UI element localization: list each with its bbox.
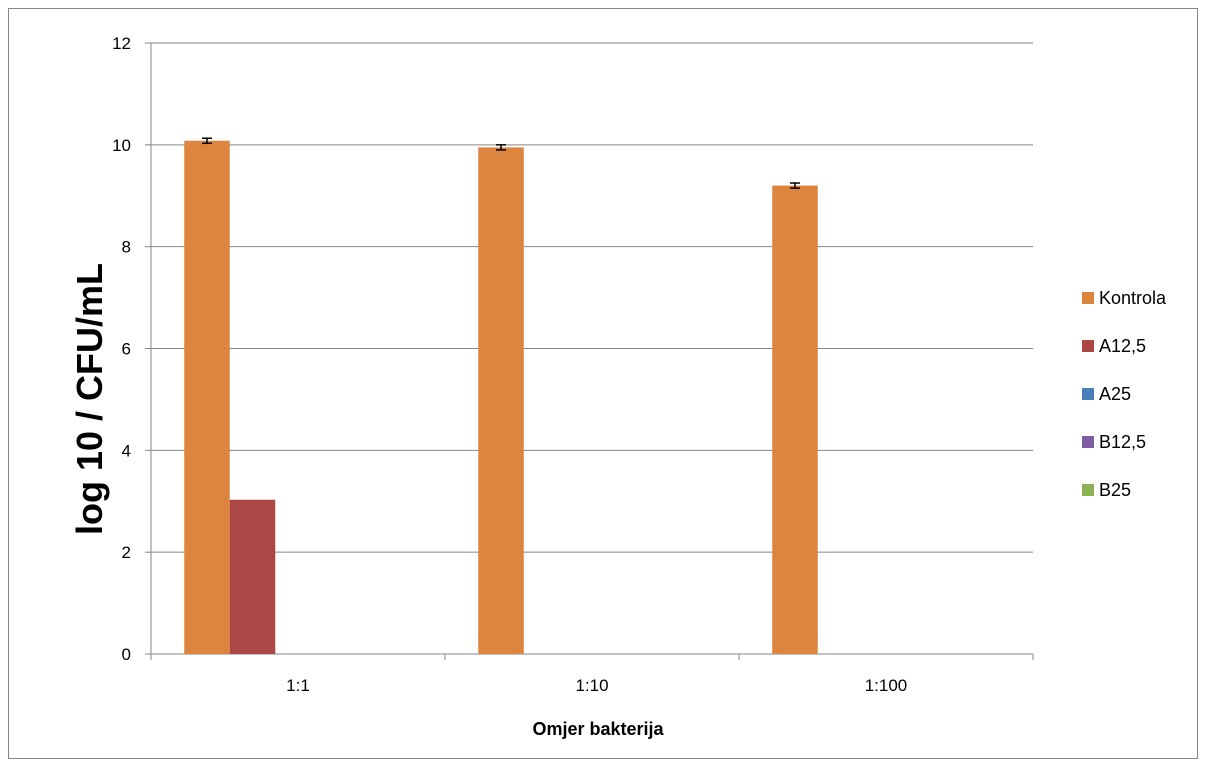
- y-tick-label: 10: [112, 136, 131, 155]
- legend-swatch: [1082, 388, 1094, 400]
- axes: [145, 42, 1034, 660]
- error-bars: [202, 137, 800, 189]
- y-tick-label: 8: [122, 238, 131, 257]
- y-tick-label: 6: [122, 340, 131, 359]
- legend-entry: A25: [1082, 384, 1131, 404]
- gridlines: [151, 42, 1033, 553]
- bar-kontrola-1: [478, 147, 524, 655]
- legend: Kontrola A12,5 A25 B12,5 B25: [1082, 288, 1167, 500]
- legend-swatch: [1082, 340, 1094, 352]
- bars: [184, 140, 818, 655]
- y-tick-label: 0: [122, 645, 131, 664]
- bar-kontrola-2: [772, 185, 818, 655]
- legend-label: B12,5: [1099, 432, 1146, 452]
- legend-entry: Kontrola: [1082, 288, 1167, 308]
- y-axis-label: log 10 / CFU/mL: [69, 263, 110, 535]
- legend-label: Kontrola: [1099, 288, 1167, 308]
- legend-label: A12,5: [1099, 336, 1146, 356]
- x-tick-label: 1:100: [865, 676, 908, 695]
- error-bar: [496, 144, 506, 151]
- legend-swatch: [1082, 292, 1094, 304]
- x-tick-label: 1:1: [286, 676, 310, 695]
- legend-entry: A12,5: [1082, 336, 1146, 356]
- legend-swatch: [1082, 436, 1094, 448]
- y-tick-label: 2: [122, 543, 131, 562]
- error-bar: [790, 182, 800, 189]
- legend-entry: B25: [1082, 480, 1131, 500]
- x-tick-label: 1:10: [575, 676, 608, 695]
- legend-label: B25: [1099, 480, 1131, 500]
- bar-a12-5-0: [229, 499, 276, 654]
- y-tick-label: 12: [112, 34, 131, 53]
- tick-labels: 0 2 4 6 8 10 12 1:1 1:10 1:100: [112, 34, 907, 695]
- legend-label: A25: [1099, 384, 1131, 404]
- error-bar: [202, 137, 212, 145]
- legend-entry: B12,5: [1082, 432, 1146, 452]
- bar-kontrola-0: [184, 140, 230, 654]
- legend-swatch: [1082, 484, 1094, 496]
- x-axis-label: Omjer bakterija: [532, 719, 664, 739]
- y-tick-label: 4: [122, 441, 131, 460]
